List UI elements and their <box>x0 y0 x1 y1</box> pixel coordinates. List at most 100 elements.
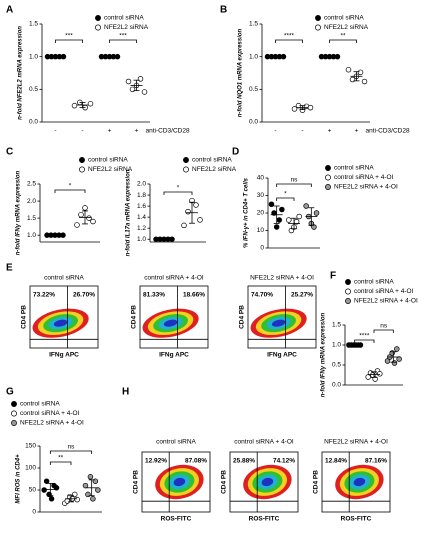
significance-label: ** <box>340 33 346 40</box>
legend-label: control siRNA <box>20 401 60 408</box>
significance-bracket <box>329 39 357 43</box>
data-point <box>141 89 148 95</box>
legend-label: control siRNA <box>192 157 232 164</box>
y-tick-label: 0.0 <box>29 119 38 126</box>
y-tick-label: 1.0 <box>29 53 38 60</box>
data-point <box>286 217 292 223</box>
legend-marker <box>325 174 331 181</box>
x-tick-label: - <box>81 128 83 135</box>
y-axis-label: n-fold IFNγ mRNA expression <box>16 170 22 255</box>
legend-marker <box>325 165 331 171</box>
significance-label: **** <box>359 333 370 340</box>
legend-label: control siRNA <box>354 279 394 286</box>
quadrant-pct: 12.92% <box>145 458 167 465</box>
quadrant-pct: 73.22% <box>33 292 55 299</box>
data-point <box>60 53 67 60</box>
significance-label: *** <box>65 33 73 40</box>
data-point <box>303 203 309 209</box>
data-point <box>307 104 314 111</box>
data-point <box>87 474 94 480</box>
flow-density <box>353 477 366 487</box>
data-point <box>389 350 395 356</box>
y-tick-label: 100 <box>25 465 36 472</box>
legend-marker <box>11 410 17 417</box>
y-tick-label: 1.0 <box>249 53 258 60</box>
significance-bracket <box>276 197 295 201</box>
flow-x-label: ROS-FITC <box>341 516 372 523</box>
y-tick-label: 0.0 <box>332 382 341 389</box>
flow-y-label: CD4 PB <box>131 305 138 329</box>
x-tick-label: + <box>355 128 359 135</box>
y-tick-label: 0.5 <box>249 86 258 93</box>
y-tick-label: 1.5 <box>249 21 258 28</box>
data-point <box>280 53 287 60</box>
data-point <box>391 360 398 366</box>
x-tick-label: - <box>54 128 56 135</box>
y-axis-label: n-fold IL17a mRNA expression <box>126 169 132 256</box>
quadrant-pct: 12.84% <box>325 458 347 465</box>
data-point <box>48 496 55 502</box>
quadrant-pct: 87.08% <box>185 458 207 465</box>
data-point <box>82 482 89 489</box>
quadrant-pct: 87.16% <box>365 458 387 465</box>
quadrant-pct: 25.27% <box>291 292 313 299</box>
significance-label: * <box>284 191 287 198</box>
y-tick-label: 1.8 <box>137 192 146 199</box>
y-axis-label: MFI ROS in CD4+ <box>16 454 22 504</box>
y-tick-label: 0.5 <box>332 362 341 369</box>
panel-letter: D <box>232 147 239 158</box>
significance-bracket <box>49 461 72 465</box>
data-point <box>185 208 191 215</box>
flow-x-label: IFNg APC <box>267 352 297 359</box>
quadrant-pct: 18.66% <box>183 292 205 299</box>
significance-bracket <box>55 39 83 43</box>
legend-marker <box>11 420 17 426</box>
legend-label: NFE2L2 siRNA + 4-OI <box>334 184 398 191</box>
legend-marker <box>183 166 189 173</box>
legend-label: NFE2L2 siRNA + 4-OI <box>20 420 84 427</box>
data-point <box>372 376 378 382</box>
y-tick-label: 1.4 <box>137 214 146 221</box>
quadrant-pct: 74.12% <box>273 458 295 465</box>
legend-marker <box>79 166 85 173</box>
flow-x-label: ROS-FITC <box>161 516 192 523</box>
significance-label: ns <box>291 177 299 184</box>
data-point <box>384 358 391 364</box>
flow-title: control siRNA + 4-OI <box>234 439 294 446</box>
significance-bracket <box>373 329 394 333</box>
quadrant-pct: 81.33% <box>143 292 165 299</box>
y-tick-label: 0.5 <box>29 86 38 93</box>
y-tick-label: 1.0 <box>332 342 341 349</box>
flow-title: NFE2L2 siRNA + 4-OI <box>250 275 314 282</box>
legend-marker <box>79 157 85 163</box>
legend-label: NFE2L2 siRNA <box>104 24 149 31</box>
y-tick-label: 1.5 <box>332 322 341 329</box>
data-point <box>268 201 275 208</box>
flow-y-label: CD4 PB <box>133 470 140 494</box>
significance-bracket <box>354 339 375 343</box>
significance-label: **** <box>284 33 295 40</box>
legend-marker <box>325 184 331 190</box>
legend-marker <box>95 24 101 31</box>
legend-label: NFE2L2 siRNA <box>88 166 133 173</box>
significance-label: * <box>177 185 180 192</box>
data-point <box>291 106 298 112</box>
data-point <box>279 206 285 213</box>
data-point <box>43 478 50 484</box>
y-tick-label: 150 <box>25 443 36 450</box>
significance-bracket <box>109 39 137 43</box>
flow-density <box>53 319 68 327</box>
data-point <box>74 222 80 228</box>
y-axis-label: n-fold NFE2L2 mRNA expression <box>18 26 24 120</box>
data-point <box>357 342 364 348</box>
legend-marker <box>315 24 321 31</box>
legend-marker <box>345 298 351 304</box>
flow-y-label: CD4 PB <box>239 305 246 329</box>
legend-marker <box>183 157 189 163</box>
y-axis-label: n-fold IFNγ mRNA expression <box>321 312 327 397</box>
legend-marker <box>315 15 321 21</box>
panel-letter: A <box>6 5 13 16</box>
significance-label: * <box>69 183 72 190</box>
data-point <box>60 232 66 238</box>
